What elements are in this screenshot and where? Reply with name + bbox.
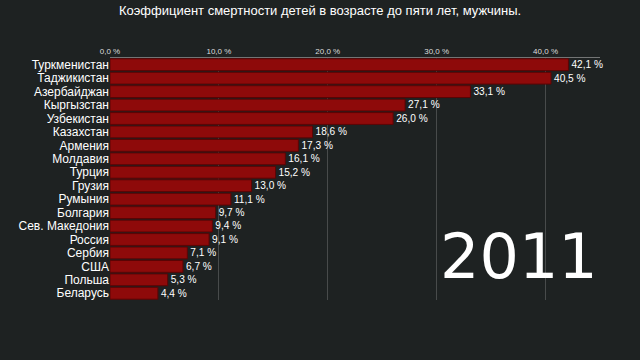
- svg-text:Румыния: Румыния: [58, 192, 109, 206]
- svg-text:5,3 %: 5,3 %: [171, 274, 197, 285]
- svg-text:Сев. Македония: Сев. Македония: [19, 219, 110, 233]
- svg-text:Польша: Польша: [64, 273, 109, 287]
- svg-text:13,0 %: 13,0 %: [255, 180, 287, 191]
- svg-text:40,5 %: 40,5 %: [554, 73, 586, 84]
- svg-text:4,4 %: 4,4 %: [161, 288, 187, 299]
- svg-text:Азербайджан: Азербайджан: [34, 85, 109, 99]
- svg-text:Коэффициент смертности детей в: Коэффициент смертности детей в возрасте …: [119, 3, 521, 18]
- svg-text:Беларусь: Беларусь: [57, 286, 109, 300]
- svg-text:9,4 %: 9,4 %: [215, 220, 241, 231]
- svg-text:11,1 %: 11,1 %: [234, 194, 265, 205]
- svg-text:Туркменистан: Туркменистан: [32, 58, 109, 72]
- svg-text:20,0 %: 20,0 %: [315, 47, 340, 56]
- svg-text:США: США: [81, 260, 109, 274]
- svg-text:9,1 %: 9,1 %: [212, 234, 238, 245]
- svg-text:17,3 %: 17,3 %: [301, 140, 333, 151]
- svg-text:Турция: Турция: [70, 165, 109, 179]
- svg-text:40,0 %: 40,0 %: [533, 47, 558, 56]
- svg-text:27,1 %: 27,1 %: [408, 99, 440, 110]
- svg-text:Казахстан: Казахстан: [53, 125, 109, 139]
- svg-text:Грузия: Грузия: [72, 179, 109, 193]
- svg-text:16,1 %: 16,1 %: [288, 153, 320, 164]
- svg-text:Россия: Россия: [70, 233, 109, 247]
- svg-text:15,2 %: 15,2 %: [279, 167, 311, 178]
- svg-text:7,1 %: 7,1 %: [190, 247, 216, 258]
- svg-text:Сербия: Сербия: [67, 246, 109, 260]
- svg-text:Армения: Армения: [60, 139, 109, 153]
- svg-text:0,0 %: 0,0 %: [100, 47, 120, 56]
- svg-text:18,6 %: 18,6 %: [316, 126, 348, 137]
- svg-text:Узбекистан: Узбекистан: [47, 112, 109, 126]
- svg-text:42,1 %: 42,1 %: [571, 59, 603, 70]
- svg-text:9,7 %: 9,7 %: [219, 207, 245, 218]
- svg-text:10,0 %: 10,0 %: [206, 47, 231, 56]
- svg-text:Кыргызстан: Кыргызстан: [44, 98, 109, 112]
- svg-text:30,0 %: 30,0 %: [424, 47, 449, 56]
- svg-text:Болгария: Болгария: [57, 206, 109, 220]
- svg-text:Молдавия: Молдавия: [52, 152, 109, 166]
- svg-text:33,1 %: 33,1 %: [473, 86, 505, 97]
- svg-text:2011: 2011: [440, 220, 598, 293]
- svg-text:Таджикистан: Таджикистан: [37, 71, 109, 85]
- svg-text:6,7 %: 6,7 %: [186, 261, 212, 272]
- svg-text:26,0 %: 26,0 %: [396, 113, 428, 124]
